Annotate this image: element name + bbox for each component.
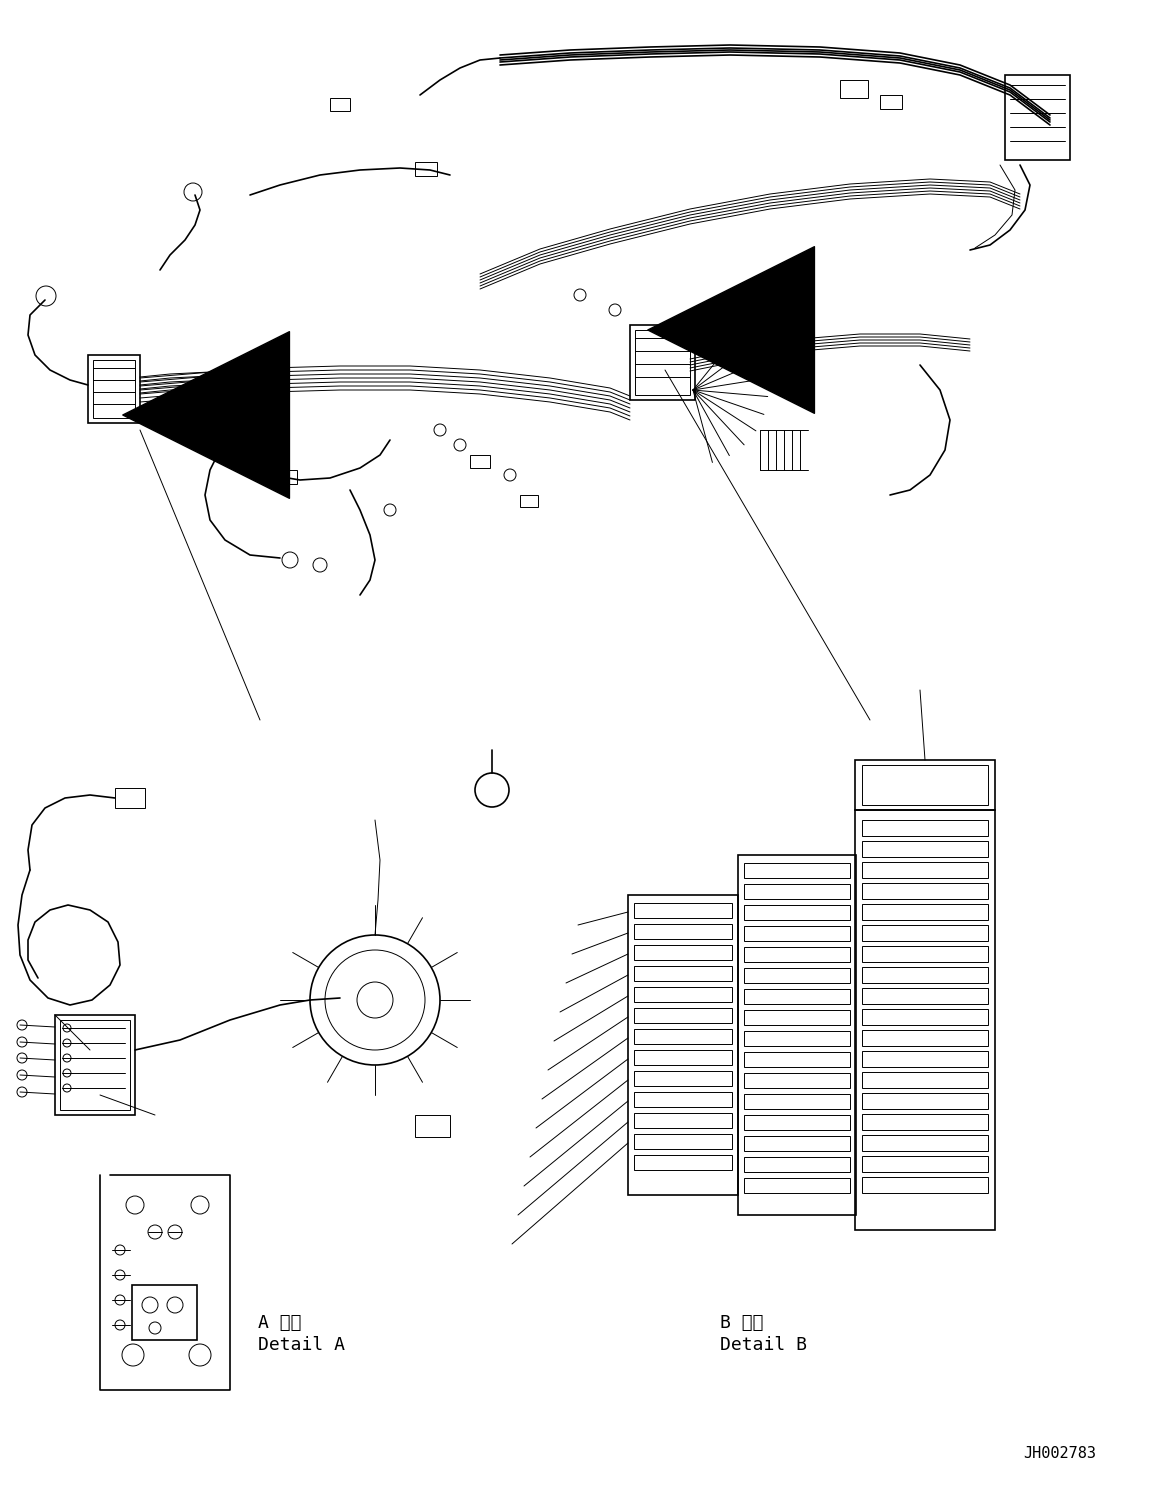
Bar — [415, 1115, 450, 1137]
Bar — [470, 455, 490, 469]
Bar — [862, 1071, 989, 1088]
Bar — [634, 903, 732, 918]
Bar — [93, 360, 135, 418]
Bar — [88, 356, 140, 423]
Text: B 詳細: B 詳細 — [720, 1314, 763, 1332]
Text: JH002783: JH002783 — [1023, 1446, 1097, 1461]
Bar — [744, 1094, 850, 1109]
Text: Detail A: Detail A — [258, 1336, 345, 1354]
Bar — [862, 926, 989, 940]
Bar — [634, 945, 732, 960]
Bar — [862, 1009, 989, 1025]
Bar — [330, 98, 350, 112]
Bar — [634, 1051, 732, 1065]
Bar — [744, 1052, 850, 1067]
Bar — [862, 905, 989, 920]
Bar — [862, 841, 989, 857]
Bar — [744, 969, 850, 984]
Bar — [862, 1115, 989, 1129]
Bar — [634, 1030, 732, 1045]
Bar — [744, 884, 850, 899]
Bar — [862, 862, 989, 878]
Bar — [634, 987, 732, 1001]
Bar — [744, 1135, 850, 1152]
Bar — [862, 1051, 989, 1067]
Bar — [862, 765, 989, 805]
Bar — [628, 894, 739, 1195]
Bar — [634, 924, 732, 939]
Bar — [744, 990, 850, 1004]
Bar — [855, 809, 996, 1231]
Bar — [274, 470, 297, 484]
Bar — [634, 1113, 732, 1128]
Bar — [744, 1031, 850, 1046]
Bar — [634, 966, 732, 981]
Bar — [744, 926, 850, 940]
Bar — [840, 80, 868, 98]
Text: A: A — [167, 406, 190, 434]
Bar — [862, 1030, 989, 1046]
Bar — [744, 1010, 850, 1025]
Bar — [415, 162, 437, 176]
Bar — [744, 863, 850, 878]
Bar — [634, 1092, 732, 1107]
Bar — [855, 760, 996, 809]
Bar — [862, 882, 989, 899]
Bar — [634, 1134, 732, 1149]
Bar — [744, 1115, 850, 1129]
Bar — [744, 946, 850, 963]
Bar — [55, 1015, 135, 1115]
Bar — [739, 856, 856, 1216]
Bar — [862, 988, 989, 1004]
Bar — [862, 1094, 989, 1109]
Bar — [634, 1007, 732, 1024]
Bar — [1005, 74, 1070, 161]
Bar — [744, 1158, 850, 1173]
Bar — [862, 1177, 989, 1193]
Bar — [862, 946, 989, 963]
Bar — [862, 1135, 989, 1152]
Text: B: B — [693, 314, 714, 342]
Text: A 詳細: A 詳細 — [258, 1314, 301, 1332]
Bar — [862, 967, 989, 984]
Bar — [862, 820, 989, 836]
Text: Detail B: Detail B — [720, 1336, 807, 1354]
Bar — [862, 1156, 989, 1173]
Bar — [744, 905, 850, 920]
Bar — [131, 1286, 197, 1341]
Bar — [744, 1178, 850, 1193]
Bar — [634, 1071, 732, 1086]
Bar — [115, 789, 145, 808]
Bar — [880, 95, 902, 109]
Bar — [744, 1073, 850, 1088]
Bar — [634, 1155, 732, 1170]
Bar — [635, 330, 690, 394]
Bar — [520, 496, 538, 507]
Bar — [630, 324, 695, 400]
Bar — [60, 1019, 130, 1110]
